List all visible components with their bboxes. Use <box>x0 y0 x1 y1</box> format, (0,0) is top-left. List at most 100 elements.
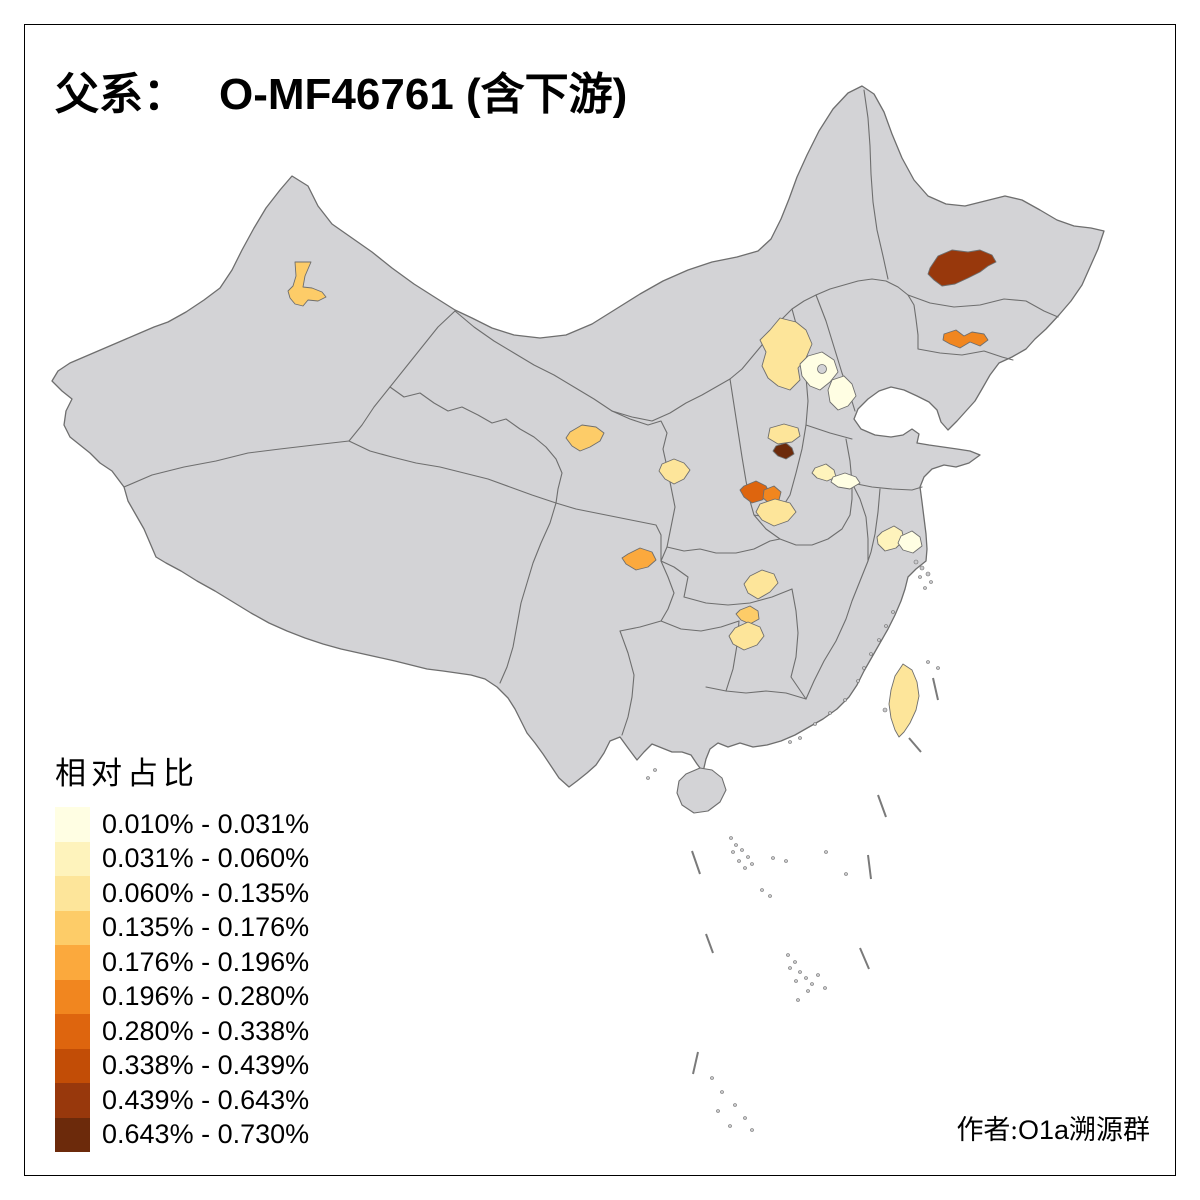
islet-dot <box>731 850 735 854</box>
highlighted-regions <box>287 249 997 738</box>
legend-swatch <box>55 1117 90 1152</box>
attribution-group: O1a <box>1017 1115 1069 1145</box>
islet-dot <box>737 859 741 863</box>
map-region-northeast-lower-region <box>942 329 989 349</box>
islet-dot <box>929 580 933 584</box>
islet-dot <box>750 1128 754 1132</box>
legend-swatch <box>55 1048 90 1083</box>
map-region-north-region-3 <box>827 375 857 411</box>
legend-label: 0.060% - 0.135% <box>102 877 310 908</box>
islet-dot <box>816 973 820 977</box>
islet-dot <box>918 575 922 579</box>
islet-dot <box>823 986 827 990</box>
legend-swatch <box>55 945 90 980</box>
legend-label: 0.135% - 0.176% <box>102 912 310 943</box>
province-border-line <box>660 560 807 700</box>
attribution-suffix: 溯源群 <box>1069 1115 1150 1145</box>
islet-dot <box>891 610 895 614</box>
legend-label: 0.010% - 0.031% <box>102 808 310 839</box>
islet-dot <box>768 894 772 898</box>
legend-row: 0.031% - 0.060% <box>55 841 309 876</box>
province-border-line <box>555 502 662 562</box>
islet-dot <box>843 698 847 702</box>
legend-row: 0.338% - 0.439% <box>55 1048 309 1083</box>
map-region-central-west-region <box>658 458 691 485</box>
legend-row: 0.280% - 0.338% <box>55 1014 309 1049</box>
islet-dot <box>925 571 931 577</box>
islet-dot <box>710 1076 714 1080</box>
small-islands <box>646 559 940 1132</box>
legend-row: 0.060% - 0.135% <box>55 876 309 911</box>
map-region-east-coast-region-2 <box>897 530 923 554</box>
legend-swatch <box>55 979 90 1014</box>
province-border-line <box>753 482 853 546</box>
legend-row: 0.439% - 0.643% <box>55 1083 309 1118</box>
islet-dot <box>743 1116 747 1120</box>
islet-dot <box>813 722 817 726</box>
map-region-northwest-central-region <box>565 424 605 452</box>
map-region-north-central-region-1 <box>767 423 801 445</box>
sea-dash-segment <box>877 794 887 818</box>
legend-row: 0.196% - 0.280% <box>55 979 309 1014</box>
islet-dot <box>862 666 866 670</box>
islet-dot <box>810 982 814 986</box>
islet-dot <box>913 559 919 565</box>
province-border-line <box>863 89 889 280</box>
islet-dot <box>824 850 828 854</box>
islet-dot <box>828 711 832 715</box>
map-region-central-south-region-2 <box>735 605 760 625</box>
islet-dot <box>760 888 764 892</box>
province-border-line <box>660 560 740 632</box>
islet-dot <box>856 679 860 683</box>
islet-dot <box>806 989 810 993</box>
sea-dash-segment <box>692 1051 699 1075</box>
sea-dash-segment <box>908 737 922 753</box>
islet-dot <box>653 768 657 772</box>
sea-dash-segment <box>705 933 714 954</box>
islet-dot <box>884 624 888 628</box>
map-region-taiwan-island <box>888 663 920 738</box>
province-border-line <box>389 386 563 504</box>
province-border-line <box>705 560 869 700</box>
sea-boundary-dashes <box>691 677 939 1075</box>
province-border-line <box>348 440 557 504</box>
islet-dot <box>786 953 790 957</box>
legend-swatch <box>55 807 90 842</box>
enclave-notch <box>817 364 827 374</box>
title-prefix: 父系： <box>55 70 187 119</box>
hainan-island <box>676 767 727 814</box>
islet-dot <box>784 859 788 863</box>
figure-border-frame <box>24 24 1176 1176</box>
islet-dot <box>788 740 792 744</box>
islet-dot <box>734 843 738 847</box>
legend-swatch <box>55 841 90 876</box>
province-border-line <box>619 620 662 736</box>
sea-dash-segment <box>932 677 939 701</box>
islet-dot <box>788 966 792 970</box>
islet-dot <box>733 1103 737 1107</box>
islet-dot <box>798 736 802 740</box>
map-region-north-central-region-2-dark <box>772 442 795 460</box>
islet-dot <box>743 866 747 870</box>
map-region-northeast-upper-region <box>927 249 997 287</box>
islet-dot <box>798 970 802 974</box>
map-region-central-region-3 <box>755 498 797 527</box>
islet-dot <box>794 979 798 983</box>
islet-dot <box>923 586 927 590</box>
legend-row: 0.135% - 0.176% <box>55 910 310 945</box>
islet-dot <box>793 960 797 964</box>
map-region-central-south-region-1 <box>743 569 779 600</box>
islet-dot <box>716 1109 720 1113</box>
sea-dash-segment <box>859 947 870 970</box>
islet-dot <box>729 836 733 840</box>
sea-dash-segment <box>691 850 701 875</box>
map-legend: 相对占比 0.010% - 0.031% 0.031% - 0.060% 0.060… <box>55 748 309 1152</box>
islet-dot <box>926 660 930 664</box>
map-region-north-region-1 <box>759 317 813 391</box>
province-border-line <box>917 348 1014 361</box>
province-border-line <box>851 482 881 562</box>
legend-row: 0.176% - 0.196% <box>55 945 309 980</box>
islet-dot <box>877 638 881 642</box>
